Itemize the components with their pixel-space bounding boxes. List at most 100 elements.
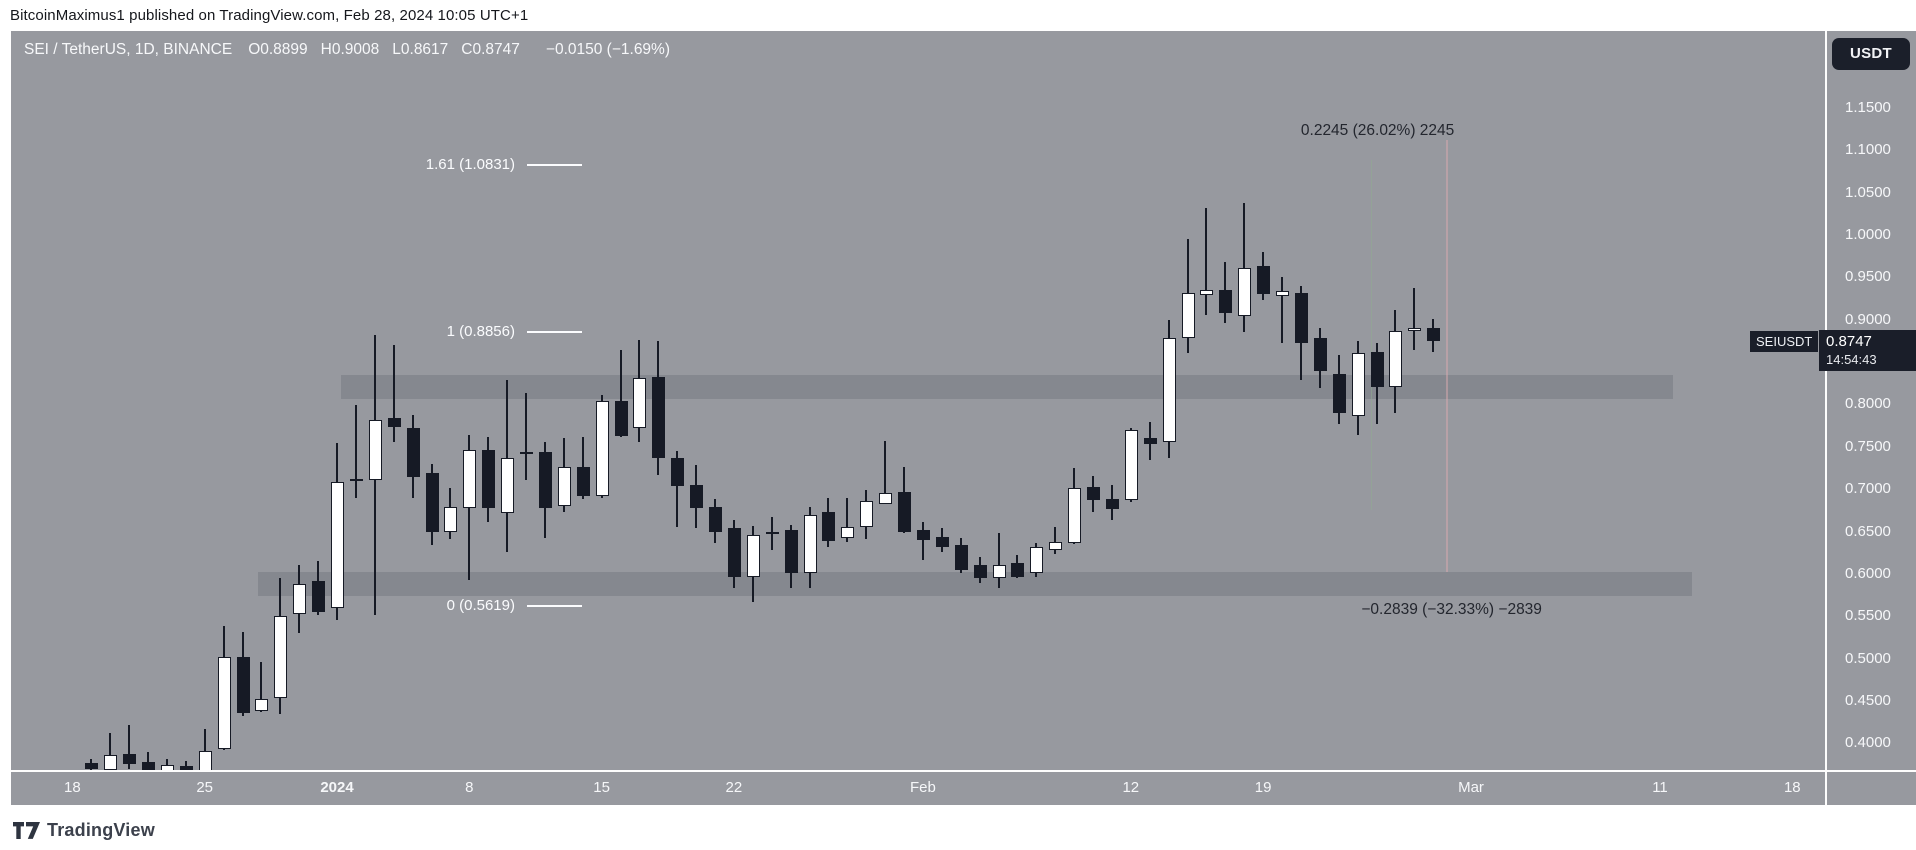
measurement-annotation: −0.2839 (−32.33%) −2839 <box>1361 601 1542 619</box>
time-tick-label: 25 <box>196 779 214 796</box>
publication-header: BitcoinMaximus1 published on TradingView… <box>10 7 529 24</box>
chart-pane[interactable] <box>11 31 1825 770</box>
last-price-value: 0.8747 <box>1826 333 1872 351</box>
candle-body <box>973 564 987 579</box>
candle-body <box>520 451 533 455</box>
candle-body <box>1143 438 1157 445</box>
quote-currency-badge[interactable]: USDT <box>1832 38 1910 70</box>
candle-body <box>1219 290 1233 313</box>
candle-body <box>349 478 363 482</box>
candle-wick <box>184 761 187 770</box>
tradingview-logo-text: TradingView <box>47 819 155 840</box>
candle-body <box>160 765 174 770</box>
range-guide-line <box>1446 140 1448 573</box>
candle-body <box>822 512 836 541</box>
candle-body <box>954 545 968 571</box>
candle-body <box>1200 290 1214 296</box>
price-tick-label: 1.0000 <box>1845 226 1891 244</box>
candle-wick <box>128 725 131 769</box>
candle-body <box>1105 499 1119 510</box>
candle-body <box>444 506 458 533</box>
candle-body <box>1332 373 1346 413</box>
candle-body <box>1408 328 1422 331</box>
time-tick-label: 8 <box>465 779 474 796</box>
price-tick-label: 0.9500 <box>1845 268 1891 286</box>
candle-wick <box>1413 288 1416 351</box>
candle-body <box>746 534 760 578</box>
candle-body <box>614 401 628 436</box>
fib-level-label: 1.61 (1.0831) <box>425 155 515 173</box>
candle-body <box>85 762 99 769</box>
time-tick-label: 12 <box>1122 779 1140 796</box>
candle-body <box>1011 562 1025 578</box>
price-tick-label: 0.6500 <box>1845 522 1891 540</box>
tradingview-logo-icon <box>13 821 40 839</box>
candle-body <box>425 473 439 533</box>
symbol-price-tag: SEIUSDT <box>1750 331 1819 353</box>
candle-body <box>1181 292 1195 338</box>
legend-h-value: H0.9008 <box>320 41 380 58</box>
bar-countdown: 14:54:43 <box>1826 352 1877 368</box>
price-tick-label: 0.7000 <box>1845 480 1891 498</box>
price-tick-label: 0.8000 <box>1845 395 1891 413</box>
legend-c-value: C0.8747 <box>461 41 520 58</box>
candle-body <box>633 378 647 429</box>
price-tick-label: 0.4500 <box>1845 691 1891 709</box>
price-tick-label: 1.1500 <box>1845 99 1891 116</box>
candle-body <box>142 761 155 770</box>
candle-body <box>368 419 382 480</box>
time-tick-label: Mar <box>1458 779 1484 796</box>
candle-body <box>123 754 137 765</box>
fib-level-line <box>527 605 582 608</box>
time-tick-label: 18 <box>1783 779 1801 796</box>
candle-wick <box>1243 202 1246 333</box>
candle-wick <box>525 393 527 480</box>
resistance-zone <box>340 374 1674 399</box>
candle-wick <box>997 533 1000 589</box>
candle-body <box>557 467 571 507</box>
candle-body <box>1276 290 1289 297</box>
price-tick-label: 0.6000 <box>1845 564 1891 582</box>
candle-body <box>1294 292 1308 343</box>
candle-body <box>255 699 269 712</box>
symbol-legend: SEI / TetherUS, 1D, BINANCE O0.8899 H0.900… <box>24 39 683 61</box>
candle-body <box>501 457 515 513</box>
candle-wick <box>1205 207 1208 315</box>
candle-body <box>803 514 817 573</box>
candle-wick <box>392 345 395 442</box>
measurement-annotation: 0.2245 (26.02%) 2245 <box>1300 121 1455 139</box>
legend-change: −0.0150 (−1.69%) <box>545 41 670 58</box>
price-tick-label: 0.4000 <box>1845 734 1891 752</box>
candle-body <box>690 484 704 508</box>
candle-body <box>916 529 930 540</box>
candle-wick <box>260 661 263 712</box>
tradingview-logo[interactable]: TradingView <box>13 818 155 842</box>
fib-level-label: 1 (0.8856) <box>446 322 515 340</box>
candle-body <box>236 656 250 713</box>
chart-container: SEI / TetherUS, 1D, BINANCE O0.8899 H0.900… <box>11 31 1916 805</box>
price-tick-label: 0.7500 <box>1845 437 1891 455</box>
candle-body <box>463 450 477 508</box>
candle-body <box>1030 546 1044 573</box>
legend-l-value: L0.8617 <box>392 41 449 58</box>
candle-wick <box>846 497 849 542</box>
candle-wick <box>921 522 924 561</box>
candle-body <box>331 482 344 608</box>
price-tick-label: 0.5500 <box>1845 607 1891 625</box>
time-tick-label: Feb <box>909 779 936 796</box>
time-tick-label: 19 <box>1254 779 1272 796</box>
candle-body <box>1049 541 1063 551</box>
candle-wick <box>109 733 112 770</box>
time-tick-label: 15 <box>593 779 610 796</box>
fib-level-line <box>527 163 582 166</box>
candle-wick <box>1054 527 1057 554</box>
range-guide-line <box>1370 159 1373 511</box>
candle-body <box>1351 352 1365 417</box>
candle-body <box>104 755 118 770</box>
last-price-label: 0.8747 14:54:43 <box>1819 330 1916 372</box>
candle-body <box>198 750 212 770</box>
time-tick-label: 2024 <box>320 779 354 796</box>
price-tick-label: 1.1000 <box>1845 141 1891 159</box>
candle-body <box>179 766 193 770</box>
candle-wick <box>203 728 206 770</box>
